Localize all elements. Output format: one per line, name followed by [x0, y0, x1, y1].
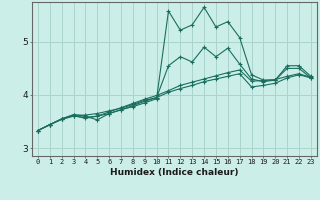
X-axis label: Humidex (Indice chaleur): Humidex (Indice chaleur)	[110, 168, 239, 177]
